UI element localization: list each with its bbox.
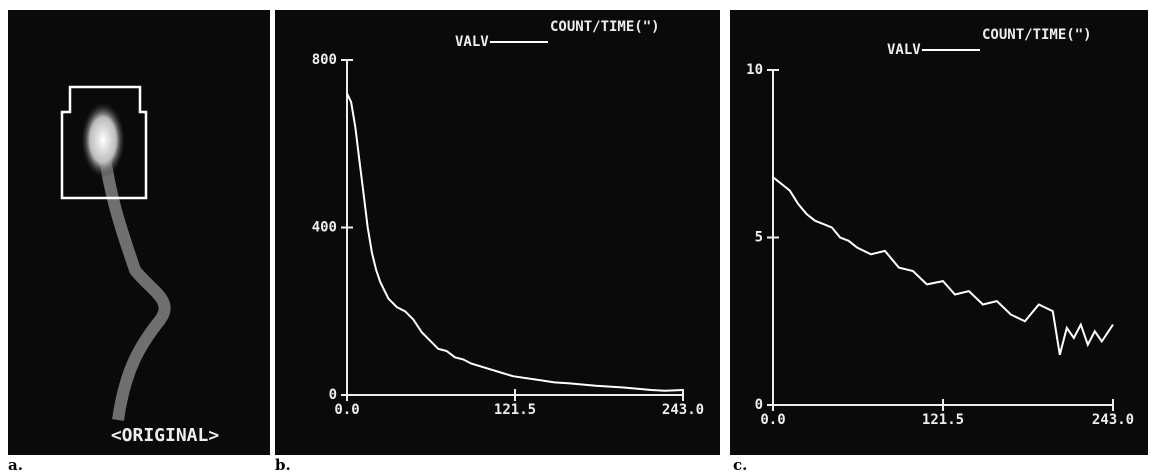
y-axis-label: COUNT/TIME("): [550, 19, 660, 35]
panel-label: a.: [8, 456, 23, 474]
legend-label: VALV: [887, 42, 921, 58]
panel-a: [8, 10, 270, 455]
y-tick-label: 400: [312, 220, 337, 236]
panel-label: c.: [733, 456, 747, 474]
y-axis-label: COUNT/TIME("): [982, 27, 1092, 43]
x-tick-label: 243.0: [662, 402, 704, 418]
x-tick-label: 121.5: [922, 412, 964, 428]
data-line: [346, 93, 684, 392]
roi-box: [60, 85, 148, 200]
panel-b: [275, 10, 720, 455]
y-tick-label: 0: [329, 387, 337, 403]
panel-label: b.: [275, 456, 291, 474]
legend-label: VALV: [455, 34, 489, 50]
image-caption: <ORIGINAL>: [111, 425, 220, 446]
x-tick-label: 243.0: [1092, 412, 1134, 428]
x-tick-label: 0.0: [760, 412, 785, 428]
y-tick-label: 10: [746, 62, 763, 78]
panel-c: [730, 10, 1148, 455]
bolus: [81, 102, 125, 178]
y-tick-label: 800: [312, 52, 337, 68]
y-tick-label: 5: [755, 230, 763, 246]
y-tick-label: 0: [755, 397, 763, 413]
x-tick-label: 0.0: [334, 402, 359, 418]
x-tick-label: 121.5: [494, 402, 536, 418]
data-line: [772, 176, 1114, 356]
vessel: [98, 149, 171, 421]
